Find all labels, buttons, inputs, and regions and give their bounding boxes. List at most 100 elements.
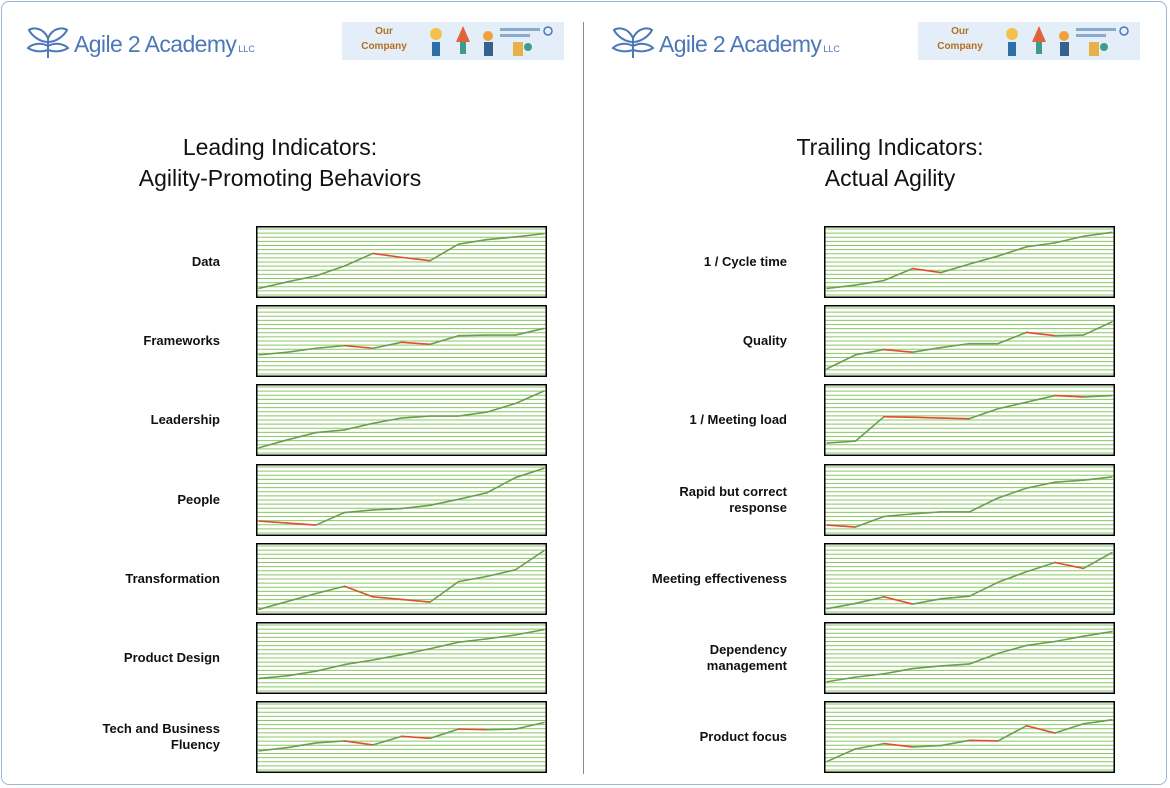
banner-text: Our Company [930,24,990,54]
indicator-chart-frameworks [256,305,547,377]
line-segment-increase [1025,242,1056,248]
line-segment-increase [968,407,999,420]
our-company-banner[interactable]: Our Company [342,22,564,60]
chart-frame [256,384,547,456]
line-segment-decrease [1025,331,1056,337]
line-segment-increase [286,431,317,441]
line-segment-increase [854,742,885,750]
line-segment-increase [997,644,1028,655]
line-segment-decrease [883,596,914,605]
logo-suffix: LLC [238,44,255,54]
line-segment-increase [854,348,885,356]
line-segment-increase [514,390,545,405]
line-segment-decrease [968,739,999,742]
line-segment-increase [457,638,488,643]
line-segment-increase [883,267,914,282]
line-segment-increase [1082,321,1113,336]
title-line2: Agility-Promoting Behaviors [138,165,422,191]
line-segment-increase [826,440,857,444]
line-segment-increase [372,735,403,746]
line-segment-increase [429,334,460,346]
line-segment-increase [1025,481,1056,489]
chart-frame [824,701,1115,773]
indicator-label-dependency-management: Dependency management [706,642,787,673]
line-segment-increase [486,236,517,241]
line-segment-increase [286,742,317,749]
line-segment-increase [457,575,488,583]
chart-frame [256,464,547,536]
line-segment-increase [372,507,403,511]
leaf-plant-icon [26,27,70,59]
our-company-banner[interactable]: Our Company [918,22,1140,60]
indicator-rows: Data Frameworks Leadership People Transforma… [0,0,583,788]
chart-frame [824,226,1115,298]
logo-wordmark: Agile 2 Academy LLC [74,31,255,58]
line-segment-increase [400,647,431,656]
line-segment-decrease [1025,724,1056,734]
line-segment-decrease [1054,394,1085,398]
banner-line1: Our [951,26,969,37]
line-segment-increase [286,670,317,677]
banner-line2: Company [361,41,407,52]
chart-frame [256,701,547,773]
line-segment-increase [1082,630,1113,638]
leading-indicators-panel: Agile 2 Academy LLC Our Company Leading I… [0,0,583,788]
line-segment-decrease [457,728,488,731]
line-segment-increase [968,581,999,597]
line-segment-increase [911,597,942,605]
indicator-label-transformation: Transformation [125,571,220,586]
title-line2: Actual Agility [824,165,956,191]
line-segment-increase [1025,561,1056,573]
indicator-chart-people [256,464,547,536]
line-segment-increase [1054,479,1085,483]
banner-text: Our Company [354,24,414,54]
indicator-label-meeting-effectiveness: Meeting effectiveness [651,571,787,586]
line-segment-increase [429,498,460,507]
indicator-label-quality: Quality [742,333,787,348]
line-segment-increase [429,580,460,603]
indicator-label-product-focus: Product focus [699,729,787,744]
trailing-indicators-panel: Agile 2 Academy LLC Our Company Trailing … [585,0,1168,788]
line-segment-increase [997,570,1028,584]
line-segment-increase [286,592,317,603]
line-segment-increase [343,509,374,514]
line-segment-decrease [258,520,289,524]
indicator-chart-dependency-management [824,622,1115,694]
line-segment-increase [968,255,999,265]
line-segment-decrease [826,524,857,528]
line-segment-decrease [343,344,374,350]
line-segment-increase [854,596,885,605]
line-segment-increase [911,744,942,748]
section-title: Trailing Indicators: Actual Agility [655,132,1125,194]
line-segment-increase [315,265,346,277]
indicator-label-frameworks: Frameworks [143,333,220,348]
indicator-label-1-meeting-load: 1 / Meeting load [689,412,787,427]
line-segment-increase [826,284,857,290]
chart-frame [256,305,547,377]
indicator-label-rapid-but-correct-response: Rapid but correct response [679,484,787,515]
line-segment-increase [826,676,857,683]
line-segment-decrease [1054,561,1085,570]
line-segment-decrease [400,341,431,346]
indicator-rows: 1 / Cycle time Quality 1 / Meeting load Rap… [585,0,1168,788]
line-segment-increase [258,438,289,449]
line-segment-increase [514,549,545,571]
banner-line2: Company [937,41,983,52]
line-segment-increase [457,491,488,501]
line-segment-increase [940,342,971,349]
line-segment-increase [457,238,488,245]
startup-illustration [430,26,553,56]
line-segment-increase [514,232,545,238]
line-segment-increase [429,728,460,740]
line-segment-increase [514,721,545,730]
line-segment-increase [486,476,517,494]
line-segment-increase [286,347,317,354]
indicator-chart-leadership [256,384,547,456]
chart-frame [824,543,1115,615]
indicator-chart-meeting-effectiveness [824,543,1115,615]
line-segment-increase [258,746,289,752]
line-segment-increase [315,585,346,595]
line-segment-increase [1082,476,1113,482]
line-segment-increase [1082,719,1113,725]
indicator-label-1-cycle-time: 1 / Cycle time [703,254,787,269]
